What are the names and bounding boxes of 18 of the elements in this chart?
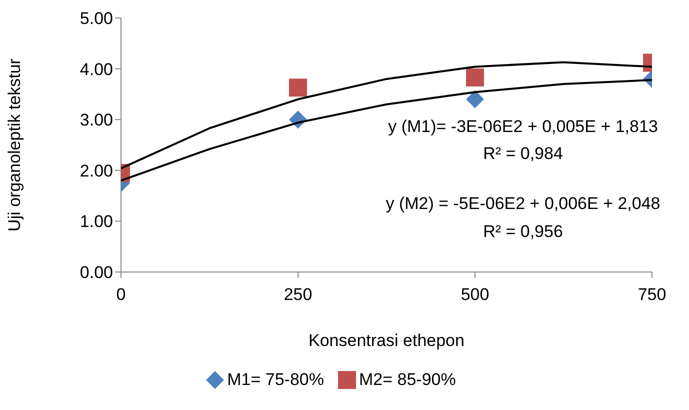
legend-label: M2= 85-90% <box>358 370 456 390</box>
x-tick-label: 750 <box>638 285 666 304</box>
annotation: R² = 0,956 <box>483 221 563 243</box>
y-axis-title: Uji organoleptik tekstur <box>5 58 24 232</box>
legend-label: M1= 75-80% <box>226 370 324 390</box>
x-tick-label: 250 <box>284 285 312 304</box>
annotation: R² = 0,984 <box>483 143 563 165</box>
x-axis-title: Konsentrasi ethepon <box>308 331 464 350</box>
y-tick-label: 0.00 <box>80 263 113 282</box>
y-tick-label: 2.00 <box>80 161 113 180</box>
x-tick-label: 500 <box>460 285 490 304</box>
annotation: y (M2) = -5E-06E2 + 0,006E + 2,048 <box>386 193 660 215</box>
annotation: y (M1)= -3E-06E2 + 0,005E + 1,813 <box>388 116 658 138</box>
y-tick-label: 4.00 <box>80 60 113 79</box>
y-tick-label: 5.00 <box>80 9 113 28</box>
x-tick-label: 0 <box>116 285 126 304</box>
y-tick-label: 3.00 <box>80 110 113 130</box>
y-tick-label: 1.00 <box>80 212 113 232</box>
